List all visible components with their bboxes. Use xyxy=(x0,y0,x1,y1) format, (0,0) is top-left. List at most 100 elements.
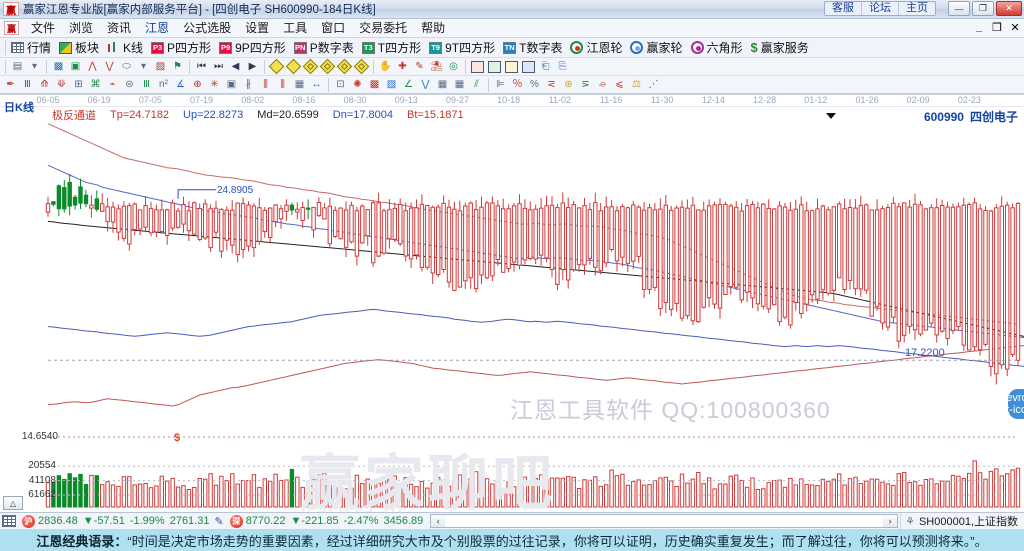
fan2-icon[interactable]: ⟱ xyxy=(57,78,66,90)
magnet-icon[interactable]: ⌁ xyxy=(109,78,116,90)
chevron-left-icon[interactable]: chevron-left-icon xyxy=(995,389,1024,419)
share-icon[interactable]: ⎗ xyxy=(541,60,550,72)
prev-bar-icon[interactable]: ◀ xyxy=(231,60,240,72)
mdi-restore-button[interactable]: ❐ xyxy=(992,22,1002,34)
table1-icon[interactable]: ▦ xyxy=(437,78,448,90)
plus-icon[interactable]: ✚ xyxy=(398,60,407,72)
ladder2-icon[interactable]: ⋝ xyxy=(581,78,590,90)
scroll-left-button[interactable]: ‹ xyxy=(431,515,446,527)
diamond-3-icon[interactable] xyxy=(302,58,319,75)
n2-icon[interactable]: n² xyxy=(159,78,168,90)
percent-icon[interactable]: % xyxy=(530,78,539,90)
link-forum[interactable]: 论坛 xyxy=(862,2,899,15)
close-button[interactable]: ✕ xyxy=(996,1,1022,16)
chart-area[interactable]: 06-05 06-19 07-05 07-19 08-02 08-16 08-30 09-13… xyxy=(0,94,1024,526)
table2-icon[interactable]: ▦ xyxy=(454,78,465,90)
pattern-icon[interactable]: ▨ xyxy=(155,60,166,72)
box-rays-icon[interactable]: ▩ xyxy=(369,78,380,90)
menu-file[interactable]: 文件 xyxy=(31,20,56,35)
dropdown-caret2-icon[interactable]: ▾ xyxy=(140,60,147,72)
toolbar-button-winner-service[interactable]: $ 赢家服务 xyxy=(748,39,814,56)
fan4-icon[interactable]: ⫼ xyxy=(263,78,268,90)
diamond-5-icon[interactable] xyxy=(336,58,353,75)
status-grid-icon[interactable] xyxy=(2,515,16,527)
toolbar-button-p-number-table[interactable]: PN P数字表 xyxy=(291,39,359,56)
toolbar-button-gann-wheel[interactable]: 江恩轮 xyxy=(567,39,627,56)
first-bar-icon[interactable]: ⏮ xyxy=(197,60,206,72)
slope-icon[interactable]: ∦ xyxy=(246,78,251,90)
star-icon[interactable]: ✳ xyxy=(210,78,219,90)
toolbar-button-p-square[interactable]: P3 P四方形 xyxy=(148,39,216,56)
diamond-1-icon[interactable] xyxy=(268,58,285,75)
menu-help[interactable]: 帮助 xyxy=(421,20,446,35)
crosshair-icon[interactable]: ▩ xyxy=(53,60,64,72)
diamond-2-icon[interactable] xyxy=(285,58,302,75)
menu-news[interactable]: 资讯 xyxy=(107,20,132,35)
minimize-button[interactable]: — xyxy=(948,1,970,16)
mdi-minimize-button[interactable]: _ xyxy=(975,21,983,33)
rays-icon[interactable]: ✺ xyxy=(353,78,362,90)
diamond-6-icon[interactable] xyxy=(353,58,370,75)
menu-browse[interactable]: 浏览 xyxy=(69,20,94,35)
export-icon[interactable]: ⎘ xyxy=(558,60,567,72)
status-scrollbar[interactable]: ‹ › xyxy=(430,514,899,528)
menu-tools[interactable]: 工具 xyxy=(283,20,308,35)
toolbar-button-kline[interactable]: K线 xyxy=(104,39,148,56)
circle-cross-icon[interactable]: ⊜ xyxy=(125,78,134,90)
diamond-4-icon[interactable] xyxy=(319,58,336,75)
pen2-icon[interactable]: ⌮ xyxy=(598,78,607,90)
wave-up-icon[interactable]: ⋀ xyxy=(88,60,97,72)
save-report-icon[interactable] xyxy=(504,59,519,74)
spiral-icon[interactable]: ⌘ xyxy=(90,78,101,90)
menu-trade-order[interactable]: 交易委托 xyxy=(359,20,408,35)
scale-icon[interactable]: ⚖ xyxy=(632,78,641,90)
save-calendar-icon[interactable] xyxy=(470,59,485,74)
percent-pct-icon[interactable]: ％ xyxy=(512,78,523,90)
box-icon[interactable]: ▣ xyxy=(226,78,237,90)
link-homepage[interactable]: 主页 xyxy=(906,2,928,14)
chart-plot[interactable] xyxy=(0,107,1024,513)
dropdown-caret-icon[interactable]: ▾ xyxy=(31,60,38,72)
scroll-right-button[interactable]: › xyxy=(883,515,898,527)
shade-icon[interactable]: ▧ xyxy=(386,78,397,90)
flag-icon[interactable]: ⚑ xyxy=(173,60,182,72)
fan1-icon[interactable]: ⟰ xyxy=(40,78,49,90)
lines-icon[interactable]: ⫽ xyxy=(474,78,479,90)
bars-icon[interactable]: ⊫ xyxy=(496,78,505,90)
fan5-icon[interactable]: ⫼ xyxy=(280,78,285,90)
calendar-icon[interactable]: ▤ xyxy=(12,60,23,72)
angle-icon[interactable]: ∡ xyxy=(176,78,185,90)
maximize-button[interactable]: ❐ xyxy=(972,1,994,16)
toolbar-button-sector[interactable]: 板块 xyxy=(56,39,104,56)
toolbar-button-winner-wheel[interactable]: 赢家轮 xyxy=(627,39,687,56)
link-support[interactable]: 客服 xyxy=(825,2,862,15)
menu-gann[interactable]: 江恩 xyxy=(145,20,170,35)
target-icon[interactable]: ⊕ xyxy=(193,78,202,90)
comb-icon[interactable]: Ⅲ xyxy=(24,78,31,90)
toolbar-button-9p-square[interactable]: P9 9P四方形 xyxy=(216,39,291,56)
globe-icon[interactable]: ⊛ xyxy=(564,78,573,90)
menu-window[interactable]: 窗口 xyxy=(321,20,346,35)
save-table-icon[interactable] xyxy=(487,59,502,74)
status-right[interactable]: ⚘ SH000001,上证指数 xyxy=(900,513,1024,529)
fib-icon[interactable]: ⩽ xyxy=(615,78,624,90)
toolbar-button-hexagon[interactable]: 六角形 xyxy=(688,39,748,56)
angle2-icon[interactable]: ∠ xyxy=(404,78,413,90)
mdi-close-button[interactable]: ✕ xyxy=(1010,22,1020,34)
cylinder-icon[interactable]: ⬭ xyxy=(122,60,131,72)
toolbar-button-t-square[interactable]: T3 T四方形 xyxy=(359,39,426,56)
menu-formula-stock-pick[interactable]: 公式选股 xyxy=(183,20,232,35)
toolbar-button-t-number-table[interactable]: TN T数字表 xyxy=(500,39,567,56)
save-disk-icon[interactable] xyxy=(521,59,536,74)
scale-toggle-button[interactable]: △ xyxy=(3,496,23,510)
menu-settings[interactable]: 设置 xyxy=(245,20,270,35)
pen-icon[interactable]: ✎ xyxy=(415,60,424,72)
toolbar-button-9t-square[interactable]: T9 9T四方形 xyxy=(426,39,500,56)
next-bar-icon[interactable]: ▶ xyxy=(248,60,257,72)
umbrella-icon[interactable]: ⛱ xyxy=(430,60,443,72)
fan3-icon[interactable]: ⊞ xyxy=(74,78,83,90)
hand-icon[interactable]: ✋ xyxy=(379,60,392,72)
trend-icon[interactable]: ⋰ xyxy=(648,78,659,90)
vshape-icon[interactable]: ⋁ xyxy=(421,78,430,90)
comb2-icon[interactable]: Ⅲ xyxy=(143,78,150,90)
